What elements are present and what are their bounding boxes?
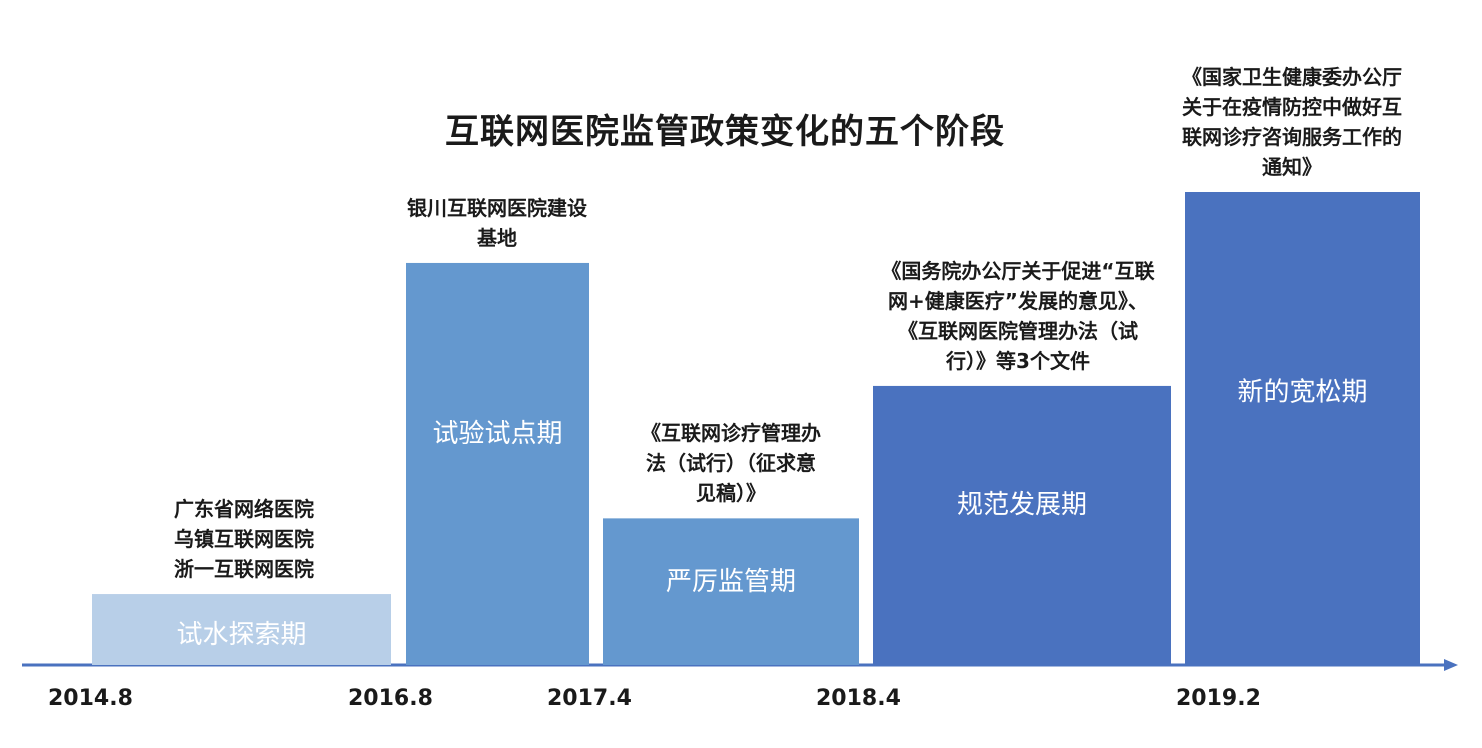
x-tick-label: 2014.8 <box>48 686 133 711</box>
annotation-line: 见稿）》 <box>696 481 766 506</box>
annotation-line: 联网诊疗咨询服务工作的 <box>1182 125 1402 149</box>
stage-label: 规范发展期 <box>957 490 1087 520</box>
stage-bar <box>873 385 1171 665</box>
stage-bar <box>406 262 589 665</box>
annotation-line: 银川互联网医院建设 <box>407 195 587 220</box>
annotation-line: 法（试行）（征求意 <box>646 451 816 476</box>
chart-title: 互联网医院监管政策变化的五个阶段 <box>445 112 1005 152</box>
stage-bar <box>92 594 391 665</box>
stage-bar <box>603 518 859 665</box>
stage-label: 严厉监管期 <box>666 567 796 597</box>
annotation-line: 网+健康医疗”发展的意见》、 <box>888 288 1148 313</box>
annotation-line: 乌镇互联网医院 <box>174 527 314 552</box>
stage-bar <box>1185 192 1420 665</box>
x-tick-label: 2017.4 <box>547 686 632 711</box>
stage-label: 试验试点期 <box>432 419 562 449</box>
stage-annotation: 银川互联网医院建设 基地 <box>367 193 627 253</box>
x-tick-label: 2019.2 <box>1176 686 1261 711</box>
annotation-line: 《互联网医院管理办法（试 <box>898 318 1138 343</box>
annotation-line: 基地 <box>477 225 517 250</box>
annotation-line: 《国家卫生健康委办公厅 <box>1182 65 1402 89</box>
annotation-line: 广东省网络医院 <box>174 497 314 522</box>
annotation-line: 行）》等3个文件 <box>946 348 1090 373</box>
stage-label: 新的宽松期 <box>1237 378 1367 408</box>
annotation-line: 浙一互联网医院 <box>174 557 314 582</box>
x-axis-arrow <box>1444 659 1458 671</box>
annotation-line: 关于在疫情防控中做好互 <box>1182 95 1402 119</box>
annotation-line: 《国务院办公厅关于促进“互联 <box>881 258 1155 283</box>
stage-annotation: 《国家卫生健康委办公厅 关于在疫情防控中做好互 联网诊疗咨询服务工作的 通知》 <box>1142 62 1442 182</box>
annotation-line: 《互联网诊疗管理办 <box>641 421 821 446</box>
x-tick-label: 2018.4 <box>816 686 901 711</box>
stage-label: 试水探索期 <box>176 620 306 650</box>
x-tick-label: 2016.8 <box>348 686 433 711</box>
stage-annotation: 《国务院办公厅关于促进“互联 网+健康医疗”发展的意见》、 《互联网医院管理办法（试… <box>838 256 1198 376</box>
stage-annotation: 广东省网络医院 乌镇互联网医院 浙一互联网医院 <box>94 494 394 584</box>
annotation-line: 通知》 <box>1262 155 1322 179</box>
stage-annotation: 《互联网诊疗管理办 法（试行）（征求意 见稿）》 <box>601 418 861 508</box>
